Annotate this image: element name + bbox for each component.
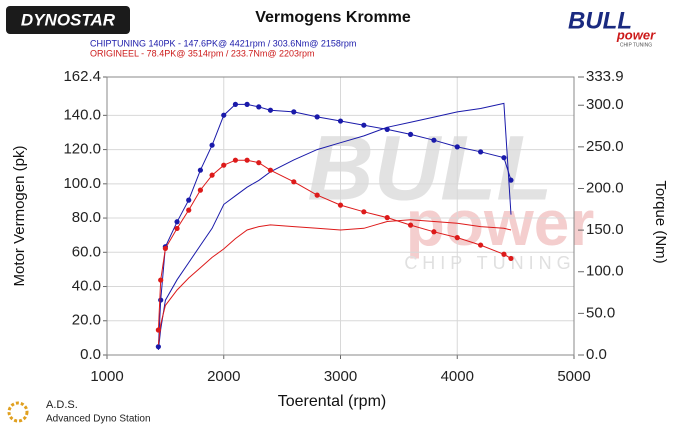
series-point bbox=[232, 101, 239, 107]
x-tick-label: 3000 bbox=[324, 368, 357, 385]
series-point bbox=[186, 207, 192, 213]
series-point bbox=[174, 219, 180, 225]
series-point bbox=[197, 187, 203, 193]
series-point bbox=[454, 235, 460, 241]
series-point bbox=[197, 167, 203, 173]
y2-tick-label: 300.0 bbox=[586, 96, 624, 113]
series-point bbox=[244, 157, 250, 163]
series-point bbox=[314, 192, 320, 198]
series-point bbox=[501, 251, 507, 257]
series-point bbox=[454, 144, 460, 150]
series-point bbox=[384, 126, 390, 132]
watermark-tag: CHIP TUNING bbox=[404, 253, 575, 273]
series-point bbox=[291, 179, 297, 185]
series-point bbox=[221, 162, 227, 168]
series-point bbox=[174, 225, 180, 232]
series-point bbox=[256, 104, 262, 110]
legend-line: ORIGINEEL - 78.4PK@ 3514rpm / 233.7Nm@ 2… bbox=[90, 48, 315, 58]
logo-right: BULL bbox=[568, 7, 632, 34]
series-point bbox=[407, 131, 414, 137]
y-tick-label: 162.4 bbox=[63, 68, 101, 85]
series-point bbox=[431, 137, 437, 143]
y2-tick-label: 0.0 bbox=[586, 346, 607, 363]
x-tick-label: 5000 bbox=[557, 368, 590, 385]
footer-icon bbox=[7, 401, 29, 423]
y-tick-label: 80.0 bbox=[72, 209, 101, 226]
chart-title: Vermogens Kromme bbox=[255, 9, 411, 26]
series-point bbox=[291, 109, 297, 115]
series-point bbox=[478, 242, 484, 248]
watermark-sub: power bbox=[406, 187, 594, 259]
series-point bbox=[186, 197, 192, 203]
logo-box bbox=[6, 6, 130, 34]
series-point bbox=[232, 157, 239, 163]
x-tick-label: 4000 bbox=[441, 368, 474, 385]
series-point bbox=[361, 122, 367, 128]
series-point bbox=[155, 327, 161, 333]
series-point bbox=[337, 118, 344, 124]
series-point bbox=[209, 142, 215, 148]
series-point bbox=[407, 222, 414, 228]
y2-axis-label: Torque (Nm) bbox=[652, 180, 669, 263]
legend-line: CHIPTUNING 140PK - 147.6PK@ 4421rpm / 30… bbox=[90, 38, 356, 48]
x-axis-label: Toerental (rpm) bbox=[278, 393, 386, 410]
plot-frame bbox=[106, 76, 575, 356]
y2-tick-label: 200.0 bbox=[586, 179, 624, 196]
series-point bbox=[221, 112, 227, 118]
logo-right-sub: power bbox=[616, 27, 656, 42]
series-line bbox=[157, 219, 512, 345]
y-axis-label: Motor Vermogen (pk) bbox=[11, 146, 28, 287]
y-tick-label: 40.0 bbox=[72, 277, 101, 294]
footer-title: A.D.S. bbox=[46, 399, 78, 411]
series-point bbox=[267, 167, 274, 173]
series-point bbox=[384, 215, 390, 221]
series-point bbox=[162, 245, 168, 252]
x-tick-label: 2000 bbox=[207, 368, 240, 385]
series-point bbox=[508, 255, 514, 262]
y2-tick-label: 50.0 bbox=[586, 304, 615, 321]
series-point bbox=[267, 107, 274, 113]
series-point bbox=[256, 160, 262, 166]
series-point bbox=[155, 344, 161, 350]
footer-sub: Advanced Dyno Station bbox=[46, 414, 151, 425]
watermark: BULL bbox=[307, 117, 552, 219]
series-point bbox=[158, 277, 164, 283]
x-tick-label: 1000 bbox=[90, 368, 123, 385]
y2-tick-label: 250.0 bbox=[586, 138, 624, 155]
logo-left: DYNOSTAR bbox=[21, 10, 116, 29]
y-tick-label: 20.0 bbox=[72, 312, 101, 329]
series-point bbox=[431, 229, 437, 235]
series-point bbox=[209, 172, 215, 178]
series-point bbox=[478, 149, 484, 155]
y-tick-label: 60.0 bbox=[72, 243, 101, 260]
logo-right-tag: CHIP TUNING bbox=[620, 42, 652, 48]
series-point bbox=[244, 101, 250, 107]
series-point bbox=[158, 297, 164, 303]
y2-tick-label: 100.0 bbox=[586, 263, 624, 280]
y2-tick-label: 333.9 bbox=[586, 68, 624, 85]
y-tick-label: 120.0 bbox=[63, 141, 101, 158]
series-point bbox=[501, 155, 507, 161]
series-point bbox=[337, 202, 344, 208]
y-tick-label: 100.0 bbox=[63, 175, 101, 192]
series-point bbox=[361, 209, 367, 215]
y2-tick-label: 150.0 bbox=[586, 221, 624, 238]
series-point bbox=[314, 114, 320, 120]
series-point bbox=[508, 177, 514, 183]
y-tick-label: 140.0 bbox=[63, 106, 101, 123]
y-tick-label: 0.0 bbox=[80, 346, 101, 363]
